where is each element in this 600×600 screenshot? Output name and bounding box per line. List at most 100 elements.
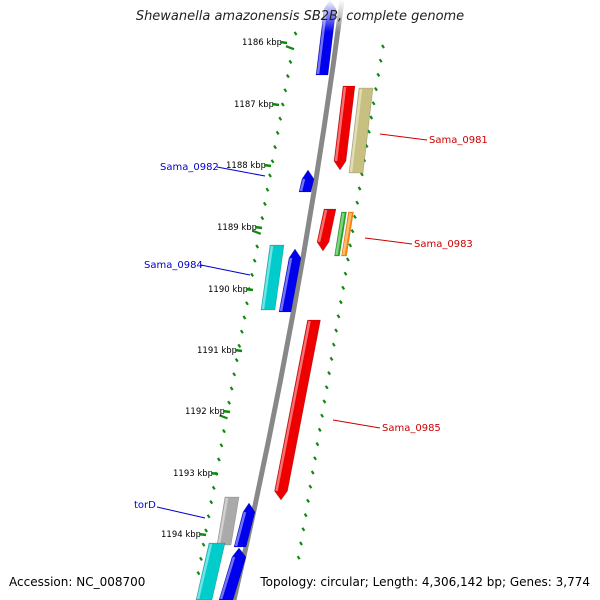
scale-tick	[308, 484, 313, 489]
scale-tick	[216, 457, 221, 462]
gene-arrow	[216, 496, 240, 546]
gene-arrow	[348, 87, 374, 174]
gene-arrow	[298, 169, 315, 193]
scale-tick	[310, 470, 315, 475]
gene-highlight	[334, 86, 347, 162]
scale-tick	[322, 399, 327, 404]
scale-tick	[348, 243, 353, 248]
scale-tick	[196, 570, 201, 576]
scale-tick	[306, 498, 310, 504]
scale-tick	[219, 443, 224, 448]
scale-tick	[237, 343, 242, 349]
scale-tick	[376, 72, 381, 78]
scale-tick	[275, 130, 280, 136]
gene-arrow	[333, 85, 356, 171]
top-fade	[0, 0, 600, 32]
major-tick	[198, 532, 207, 537]
scale-tick	[234, 357, 239, 363]
gene-arrow	[195, 542, 226, 600]
kbp-label: 1193 kbp	[173, 469, 213, 479]
scale-tick	[345, 257, 350, 262]
scale-tick	[265, 187, 270, 192]
scale-tick	[381, 44, 385, 49]
gene-arrow	[341, 211, 354, 257]
gene-label-leader	[332, 419, 381, 429]
gene-label: Sama_0981	[429, 135, 488, 146]
scale-tick	[350, 228, 355, 234]
genome-summary-text: Topology: circular; Length: 4,306,142 bp…	[260, 575, 590, 589]
scale-tick	[273, 144, 278, 150]
gene-label: Sama_0983	[414, 239, 473, 250]
scale-tick	[285, 45, 295, 51]
scale-tick	[329, 356, 334, 362]
gene-label: Sama_0984	[144, 260, 203, 271]
gene-arrow	[260, 244, 285, 311]
scale-tick	[352, 214, 357, 220]
kbp-label: 1192 kbp	[185, 407, 225, 417]
gene-labels: Sama_0981 Sama_0982 Sama_0983 Sama_0984 Sama…	[134, 133, 488, 519]
scale-tick	[268, 173, 272, 178]
kbp-label: 1189 kbp	[217, 223, 257, 233]
scale-tick	[334, 328, 339, 333]
kbp-label: 1190 kbp	[208, 285, 248, 295]
gene-arrow	[233, 502, 256, 548]
gene-label-leader	[200, 264, 251, 276]
inner-scale-ticks	[196, 31, 298, 576]
accession-text: Accession: NC_008700	[9, 575, 146, 589]
gene-label-leader	[156, 506, 206, 519]
gene-highlight	[234, 511, 247, 547]
gene-highlight	[261, 245, 274, 310]
gene-label-leader	[364, 237, 413, 245]
scale-tick	[367, 129, 371, 134]
scale-tick	[327, 370, 332, 376]
scale-tick	[204, 528, 208, 533]
scale-tick	[317, 427, 322, 433]
gene-features	[195, 0, 374, 600]
gene-arrow	[278, 248, 302, 313]
scale-tick	[341, 285, 346, 291]
gene-highlight	[219, 556, 236, 600]
scale-tick	[293, 31, 298, 36]
scale-tick	[245, 301, 249, 306]
gene-highlight	[279, 257, 293, 312]
gene-highlight	[196, 543, 213, 600]
gene-label-leader	[216, 166, 266, 177]
gene-arrow	[218, 547, 247, 600]
map-title: Shewanella amazonensis SB2B, complete ge…	[135, 9, 465, 24]
scale-tick	[229, 386, 234, 391]
kbp-label: 1191 kbp	[197, 346, 237, 356]
scale-tick	[338, 299, 343, 305]
kbp-label: 1188 kbp	[226, 161, 266, 171]
scale-tick	[285, 73, 290, 79]
scale-tick	[262, 201, 267, 207]
scale-tick	[343, 271, 348, 276]
gene-label: Sama_0982	[160, 162, 219, 173]
scale-tick	[250, 272, 255, 278]
scale-tick	[239, 329, 244, 334]
major-tick	[254, 225, 263, 230]
gene-highlight	[349, 88, 363, 173]
scale-tick	[260, 215, 265, 221]
major-tick	[271, 102, 280, 107]
scale-tick	[336, 314, 341, 319]
gene-arrow	[334, 211, 347, 257]
major-tick	[279, 40, 288, 45]
scale-tick	[324, 385, 329, 390]
major-tick	[234, 348, 243, 353]
scale-tick	[357, 186, 362, 191]
scale-tick	[301, 527, 306, 532]
scale-tick	[211, 485, 216, 491]
scale-tick	[201, 542, 206, 547]
scale-tick	[355, 200, 360, 205]
scale-tick	[303, 512, 308, 518]
outer-scale-ticks	[296, 44, 385, 560]
gene-label-leader	[379, 133, 428, 141]
scale-tick	[206, 514, 211, 519]
scale-tick	[278, 116, 283, 121]
kbp-label: 1186 kbp	[242, 38, 282, 48]
scale-tick	[252, 258, 257, 263]
gene-arrow	[274, 319, 321, 501]
scale-tick	[378, 58, 383, 63]
major-tick	[245, 287, 254, 292]
